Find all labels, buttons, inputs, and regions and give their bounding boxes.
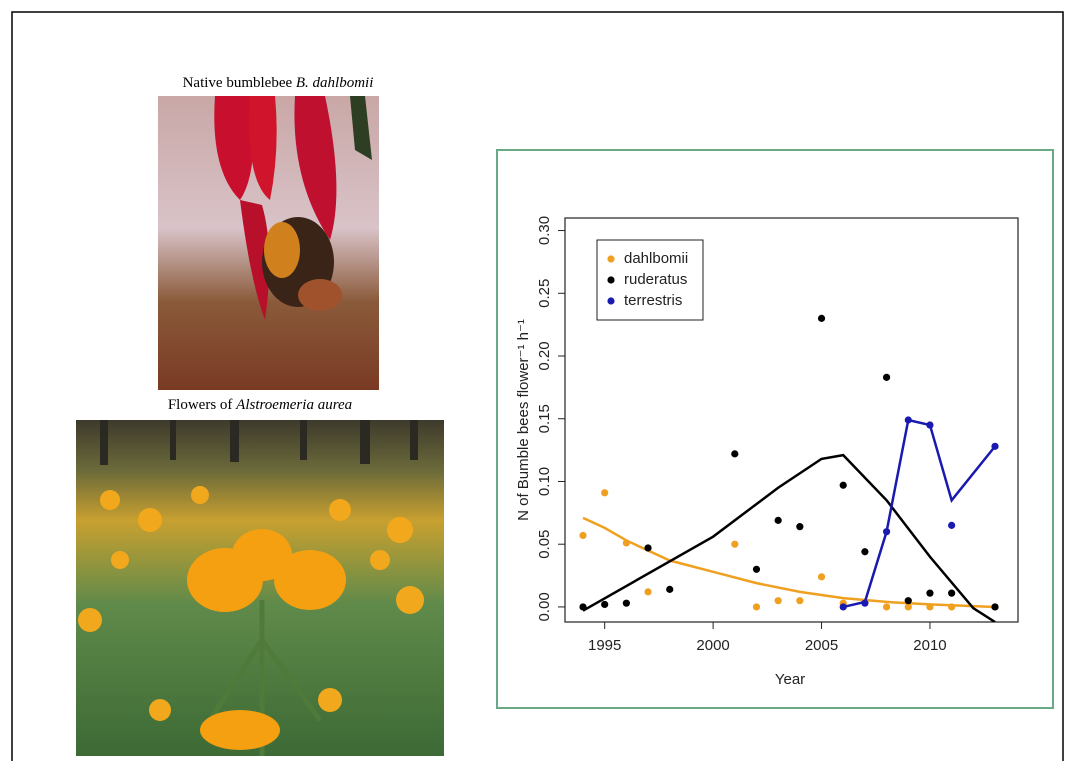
data-point [926,590,933,597]
y-tick-label: 0.20 [536,341,553,370]
data-point [731,541,738,548]
page: Native bumblebee B. dahlbomii Flowers of… [0,0,1075,761]
y-axis-label: N of Bumble bees flower⁻¹ h⁻¹ [515,319,532,521]
data-point [883,603,890,610]
chart-panel [497,150,1053,708]
data-point [623,600,630,607]
data-point [775,597,782,604]
data-point [644,588,651,595]
y-tick-label: 0.15 [536,404,553,433]
data-point [796,523,803,530]
data-point [926,603,933,610]
data-point [948,603,955,610]
data-point [601,489,608,496]
data-point [905,416,912,423]
photo-caption: Native bumblebee B. dahlbomii [183,75,374,91]
data-point [753,566,760,573]
legend-marker [607,297,614,304]
legend-marker [607,276,614,283]
data-point [948,522,955,529]
photo-alstroemeria [76,420,444,756]
y-tick-label: 0.05 [536,530,553,559]
data-point [861,600,868,607]
data-point [883,374,890,381]
data-point [775,517,782,524]
data-point [601,601,608,608]
data-point [731,450,738,457]
data-point [666,586,673,593]
data-point [579,532,586,539]
legend-label: dahlbomii [624,250,688,267]
caption-text: Native bumblebee [183,75,296,91]
x-tick-label: 2005 [805,637,838,654]
data-point [623,539,630,546]
legend-label: ruderatus [624,271,687,288]
data-point [579,603,586,610]
caption-species: Alstroemeria aurea [235,397,352,413]
x-tick-label: 1995 [588,637,621,654]
y-tick-label: 0.25 [536,279,553,308]
data-point [948,590,955,597]
data-point [905,597,912,604]
data-point [753,603,760,610]
data-point [861,548,868,555]
y-tick-label: 0.30 [536,216,553,245]
data-point [818,315,825,322]
caption-species: B. dahlbomii [296,75,374,91]
legend-marker [607,255,614,262]
data-point [905,603,912,610]
data-point [644,544,651,551]
data-point [796,597,803,604]
data-point [991,443,998,450]
x-tick-label: 2000 [696,637,729,654]
photo-bumblebee [158,96,379,390]
caption-text: Flowers of [168,397,236,413]
data-point [991,603,998,610]
figure: Native bumblebee B. dahlbomii Flowers of… [0,0,1075,761]
data-point [840,603,847,610]
data-point [883,528,890,535]
legend-label: terrestris [624,292,682,309]
data-point [840,482,847,489]
y-tick-label: 0.00 [536,592,553,621]
data-point [818,573,825,580]
x-tick-label: 2010 [913,637,946,654]
data-point [926,421,933,428]
x-axis-label: Year [775,671,805,688]
y-tick-label: 0.10 [536,467,553,496]
photo-caption: Flowers of Alstroemeria aurea [168,397,352,413]
